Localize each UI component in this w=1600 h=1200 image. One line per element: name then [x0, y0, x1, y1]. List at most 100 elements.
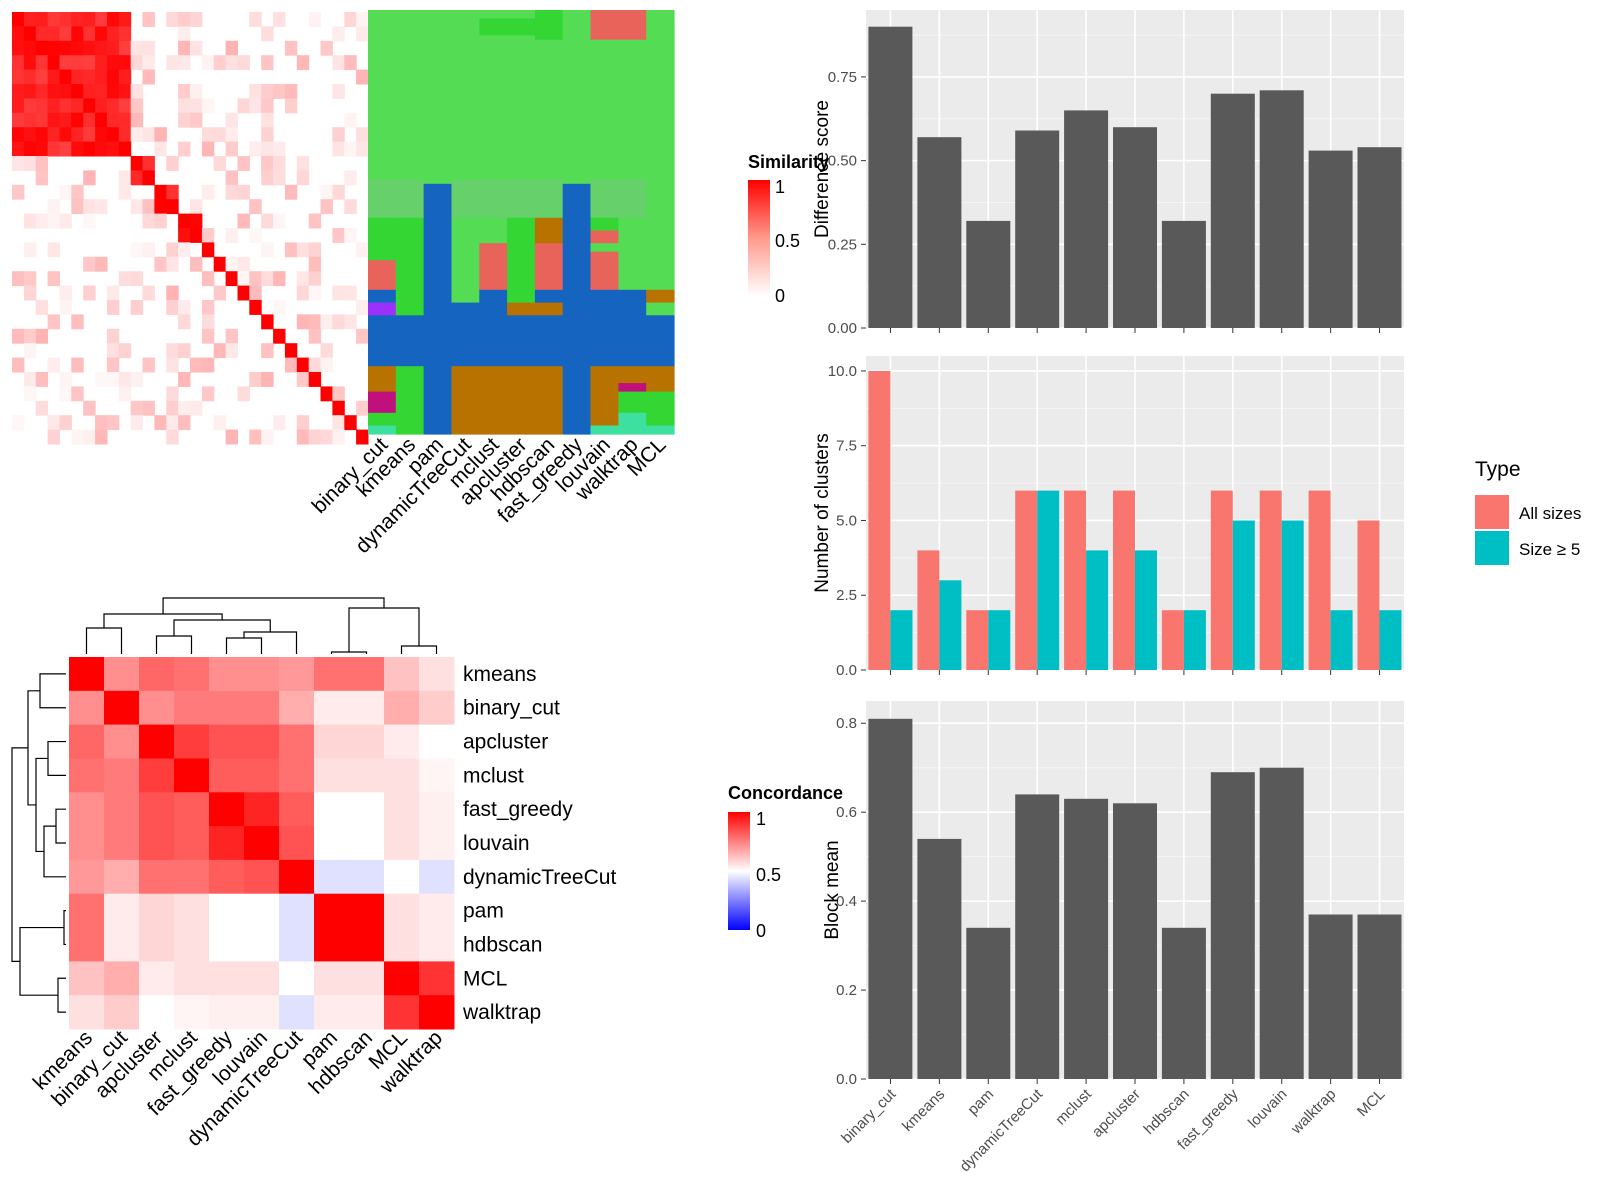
bar-size-ge5 — [1232, 520, 1255, 670]
similarity-cell — [95, 415, 108, 431]
similarity-cell — [356, 127, 369, 143]
similarity-cell — [261, 98, 274, 114]
cluster-cell-dynamicTreeCut — [451, 179, 480, 219]
similarity-cell — [166, 415, 179, 431]
similarity-cell — [12, 156, 25, 171]
concordance-cell — [419, 826, 455, 861]
similarity-cell — [166, 55, 179, 71]
similarity-cell — [320, 199, 333, 215]
similarity-legend-tick: 1 — [775, 177, 785, 197]
similarity-cell — [261, 372, 274, 387]
similarity-cell — [308, 372, 322, 387]
similarity-cell — [213, 127, 227, 143]
similarity-cell — [237, 98, 250, 114]
cluster-cell-hdbscan — [534, 179, 564, 219]
similarity-cell — [166, 184, 179, 200]
similarity-cell — [130, 84, 144, 99]
similarity-cell — [261, 156, 274, 171]
bar-all-sizes — [1161, 610, 1184, 670]
similarity-cell — [201, 141, 215, 157]
similarity-cell — [35, 372, 49, 387]
concordance-cell — [244, 758, 280, 793]
similarity-cell — [35, 400, 49, 416]
similarity-cell — [71, 184, 84, 200]
bar-all-sizes — [917, 550, 940, 670]
cluster-cell-MCL — [646, 366, 675, 393]
y-axis-label: Difference score — [812, 100, 833, 238]
similarity-cell — [47, 314, 60, 330]
cluster-cell-louvain — [590, 10, 619, 41]
similarity-cell — [261, 112, 274, 128]
similarity-cell — [118, 26, 132, 42]
similarity-cell — [12, 69, 25, 85]
similarity-cell — [23, 55, 37, 71]
similarity-cell — [284, 242, 298, 258]
concordance-cell — [279, 724, 315, 759]
similarity-cell — [118, 184, 132, 200]
similarity-cell — [273, 213, 286, 229]
similarity-cell — [320, 40, 333, 56]
similarity-cell — [178, 40, 191, 56]
similarity-cell — [249, 98, 262, 114]
similarity-cell — [47, 98, 60, 114]
similarity-cell — [284, 84, 298, 99]
concordance-row-label: kmeans — [463, 663, 537, 686]
concordance-cell — [419, 690, 455, 726]
cluster-cell-binary_cut — [368, 366, 397, 393]
cluster-cell-MCL — [646, 425, 675, 435]
similarity-cell — [106, 372, 120, 387]
similarity-cell — [47, 242, 60, 258]
y-tick-label: 5.0 — [836, 512, 857, 529]
type-legend: Type All sizes Size ≥ 5 — [1475, 458, 1581, 565]
similarity-cell — [237, 213, 250, 229]
similarity-cell — [261, 26, 274, 42]
similarity-cell — [237, 256, 250, 272]
cluster-cell-kmeans — [395, 10, 425, 181]
similarity-cell — [35, 127, 49, 143]
cluster-cell-louvain — [590, 289, 619, 304]
cluster-cell-binary_cut — [368, 10, 397, 181]
similarity-cell — [47, 84, 60, 99]
concordance-cell — [104, 724, 140, 759]
concordance-row-label: walktrap — [462, 1001, 541, 1024]
similarity-cell — [118, 98, 132, 114]
similarity-cell — [249, 429, 262, 445]
similarity-cell — [23, 40, 37, 56]
similarity-cell — [59, 300, 72, 315]
concordance-cell — [69, 758, 105, 793]
cluster-cell-hdbscan — [534, 302, 564, 316]
concordance-cell — [244, 690, 280, 726]
similarity-cell — [237, 386, 250, 402]
similarity-cell — [237, 184, 250, 200]
concordance-cell — [384, 826, 420, 861]
similarity-cell — [154, 141, 167, 157]
cluster-cell-mclust — [479, 10, 508, 20]
similarity-cell — [249, 300, 262, 315]
similarity-cell — [83, 112, 96, 128]
similarity-cell — [273, 328, 286, 344]
similarity-cell — [344, 415, 357, 431]
similarity-cell — [142, 40, 155, 56]
type-legend-key-all-sizes — [1475, 495, 1509, 529]
x-tick-label: walktrap — [1287, 1086, 1339, 1138]
similarity-cell — [95, 98, 108, 114]
concordance-cell — [419, 961, 455, 996]
similarity-cell — [142, 170, 155, 186]
similarity-cell — [47, 69, 60, 85]
concordance-cell — [384, 724, 420, 759]
similarity-cell — [225, 170, 238, 186]
similarity-cell — [95, 256, 108, 272]
similarity-cell — [47, 415, 60, 431]
similarity-cell — [118, 55, 132, 71]
bar — [1113, 127, 1157, 328]
similarity-cell — [59, 127, 72, 143]
similarity-cell — [190, 40, 203, 56]
concordance-cell — [244, 995, 280, 1030]
similarity-cell — [130, 127, 144, 143]
concordance-cell — [384, 792, 420, 827]
similarity-cell — [201, 228, 215, 243]
bar-all-sizes — [1210, 490, 1233, 670]
concordance-cell — [244, 657, 280, 692]
similarity-cell — [59, 26, 72, 42]
similarity-cell — [142, 199, 155, 215]
